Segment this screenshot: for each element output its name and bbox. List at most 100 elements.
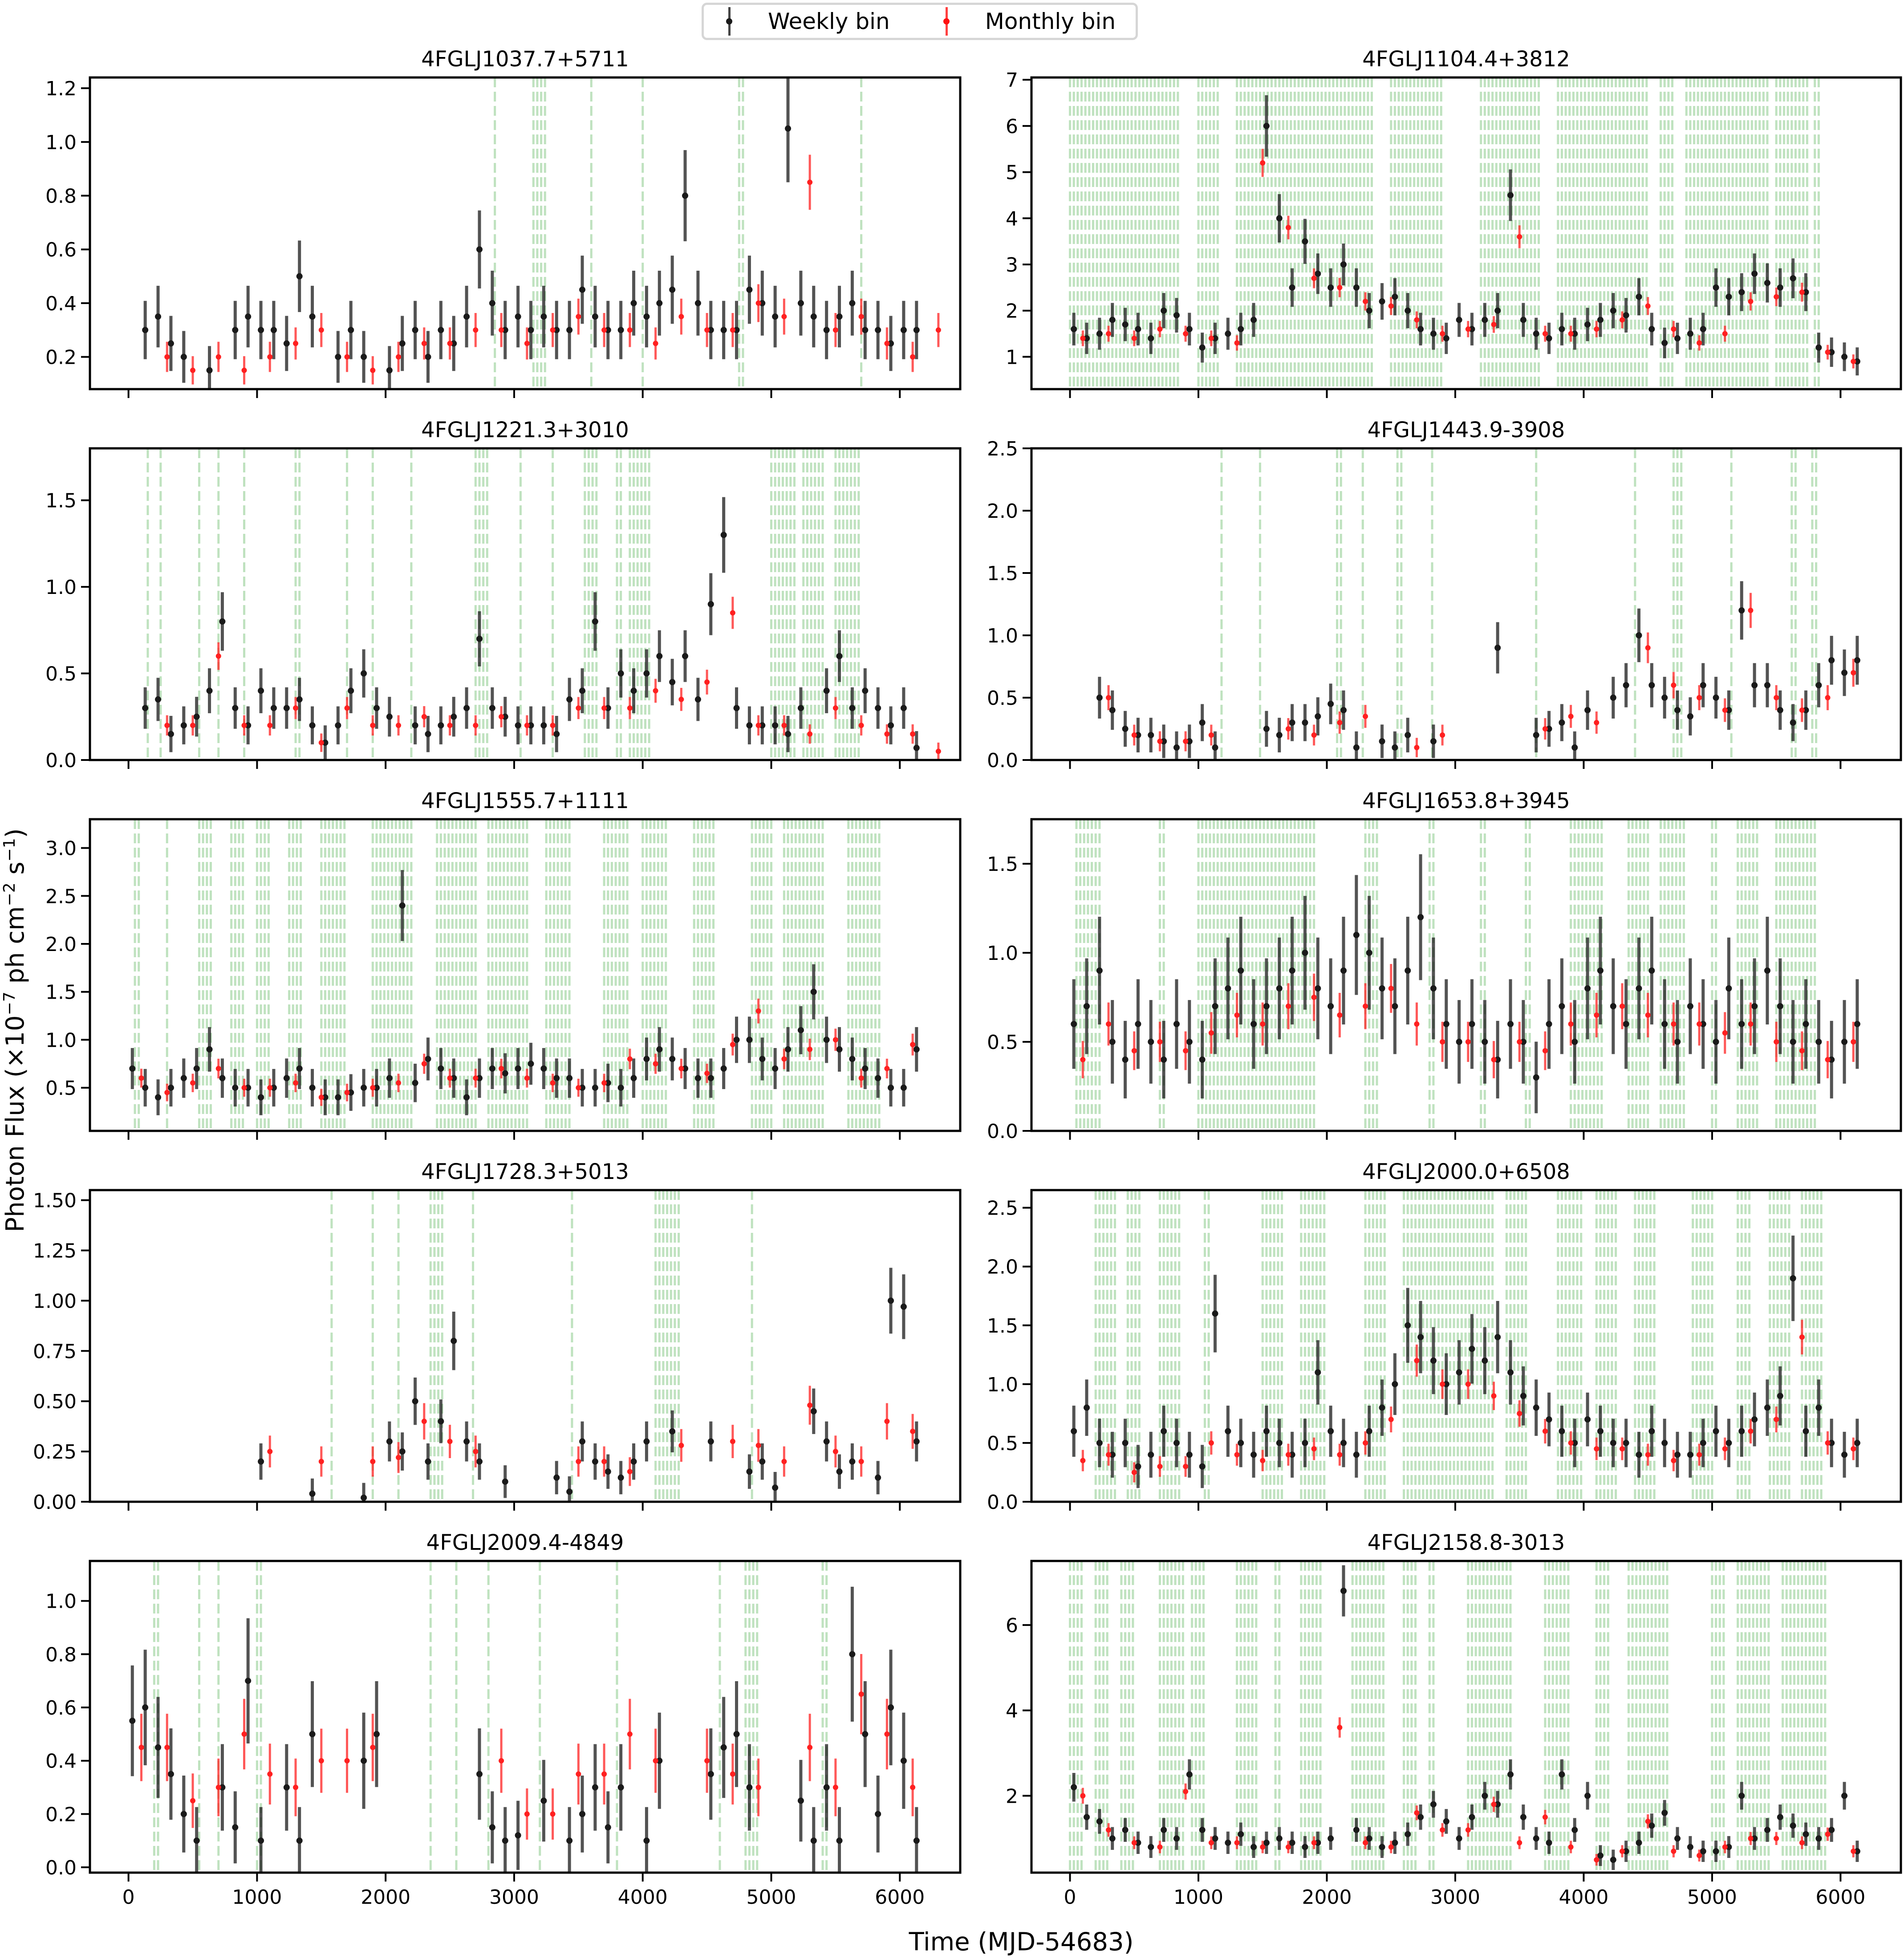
weekly-point xyxy=(1443,1021,1449,1027)
weekly-point xyxy=(1520,1814,1526,1821)
weekly-point xyxy=(219,618,226,625)
y-tick-label: 6 xyxy=(1006,1614,1018,1637)
weekly-point xyxy=(1199,1827,1206,1833)
monthly-point xyxy=(293,1784,299,1790)
weekly-point xyxy=(528,1061,534,1067)
monthly-point xyxy=(1645,1012,1651,1018)
weekly-point xyxy=(425,731,431,737)
monthly-point xyxy=(190,367,196,373)
weekly-point xyxy=(785,125,792,132)
weekly-point xyxy=(1854,1021,1860,1027)
weekly-point xyxy=(1289,1839,1295,1846)
monthly-point xyxy=(1594,1857,1600,1863)
weekly-point xyxy=(1071,1784,1077,1791)
monthly-point xyxy=(601,327,607,333)
plot-area xyxy=(129,1561,920,1873)
weekly-point xyxy=(566,1488,573,1495)
weekly-point xyxy=(1250,1451,1257,1458)
monthly-point xyxy=(1851,358,1856,364)
weekly-point xyxy=(1841,354,1848,360)
legend-item-weekly: Weekly bin xyxy=(726,7,890,36)
weekly-point xyxy=(1571,744,1578,751)
monthly-point xyxy=(1285,1844,1291,1850)
weekly-point xyxy=(155,313,162,320)
weekly-point xyxy=(1096,695,1103,701)
weekly-point xyxy=(502,1478,508,1485)
weekly-point xyxy=(888,1085,894,1091)
weekly-point xyxy=(502,713,508,720)
monthly-point xyxy=(601,1459,607,1464)
weekly-point xyxy=(1764,280,1770,286)
panel-4FGLJ1653.8+3945: 0.0 0.5 1.0 1.5 4FGLJ1653.8+3945 xyxy=(987,788,1902,1143)
weekly-point xyxy=(1353,1827,1360,1833)
weekly-point xyxy=(1520,1039,1526,1045)
weekly-point xyxy=(1315,713,1321,719)
monthly-point xyxy=(241,723,247,728)
monthly-point xyxy=(1183,1788,1189,1794)
y-tick-label: 4 xyxy=(1006,1700,1018,1723)
monthly-point xyxy=(832,705,838,711)
weekly-point xyxy=(167,340,174,347)
weekly-point xyxy=(1289,719,1295,726)
weekly-point xyxy=(1687,1844,1693,1850)
weekly-point xyxy=(772,1484,779,1491)
weekly-point xyxy=(823,1036,830,1043)
weekly-point xyxy=(438,1418,444,1425)
weekly-point xyxy=(425,1458,431,1465)
y-tick-label: 1.0 xyxy=(987,942,1018,965)
weekly-point xyxy=(463,705,470,711)
panel-title: 4FGLJ2000.0+6508 xyxy=(1362,1159,1570,1184)
monthly-point xyxy=(1825,350,1831,355)
weekly-point xyxy=(900,1303,907,1310)
weekly-point xyxy=(1777,707,1783,713)
ylabel-text: ph cm xyxy=(0,906,30,992)
weekly-point xyxy=(1379,1844,1385,1850)
weekly-point xyxy=(1584,707,1591,713)
y-tick-label: 0.75 xyxy=(33,1340,77,1363)
weekly-point xyxy=(1764,1827,1770,1833)
weekly-point xyxy=(1687,1451,1693,1458)
monthly-point xyxy=(1594,1012,1600,1018)
weekly-point xyxy=(1161,307,1167,314)
panel-4FGLJ2158.8-3013: 2 4 6 0 1000 2000 3000 4000 5000 6000 4FGLJ2158.8-… xyxy=(1006,1530,1902,1909)
y-tick-label: 3.0 xyxy=(45,837,77,860)
weekly-point xyxy=(849,1651,856,1658)
weekly-point xyxy=(1443,1818,1449,1825)
weekly-point xyxy=(772,313,779,320)
monthly-point xyxy=(910,1428,916,1434)
weekly-point xyxy=(1161,1827,1167,1833)
weekly-point xyxy=(1828,1057,1835,1063)
monthly-point xyxy=(215,1784,221,1790)
weekly-point xyxy=(836,313,843,320)
weekly-point xyxy=(1469,1345,1475,1352)
weekly-point xyxy=(1482,1792,1488,1799)
weekly-point xyxy=(579,1085,586,1091)
y-tick-label: 0.5 xyxy=(45,1077,77,1100)
y-tick-label: 2.0 xyxy=(987,1256,1018,1279)
weekly-point xyxy=(489,1824,495,1831)
monthly-point xyxy=(807,1402,813,1408)
monthly-point xyxy=(1645,1818,1651,1824)
weekly-point xyxy=(1623,1848,1629,1855)
weekly-point xyxy=(476,1771,483,1777)
weekly-point xyxy=(1379,1404,1385,1411)
monthly-point xyxy=(1697,1452,1702,1458)
weekly-point xyxy=(566,1075,573,1081)
weekly-point xyxy=(451,713,457,720)
monthly-point xyxy=(1568,1021,1574,1027)
weekly-point xyxy=(1417,914,1424,920)
y-tick-label: 0.8 xyxy=(45,185,77,208)
weekly-point xyxy=(309,313,316,320)
weekly-point xyxy=(707,327,714,333)
weekly-point xyxy=(720,1744,727,1751)
monthly-point xyxy=(1208,335,1214,341)
monthly-point xyxy=(1697,1021,1702,1027)
weekly-point xyxy=(656,1046,663,1053)
weekly-point xyxy=(1276,215,1283,222)
weekly-point xyxy=(193,713,200,720)
weekly-point xyxy=(669,1056,676,1062)
monthly-point xyxy=(1722,1446,1728,1452)
weekly-point xyxy=(1328,1003,1334,1009)
weekly-point xyxy=(579,1438,586,1445)
monthly-point xyxy=(653,341,658,346)
